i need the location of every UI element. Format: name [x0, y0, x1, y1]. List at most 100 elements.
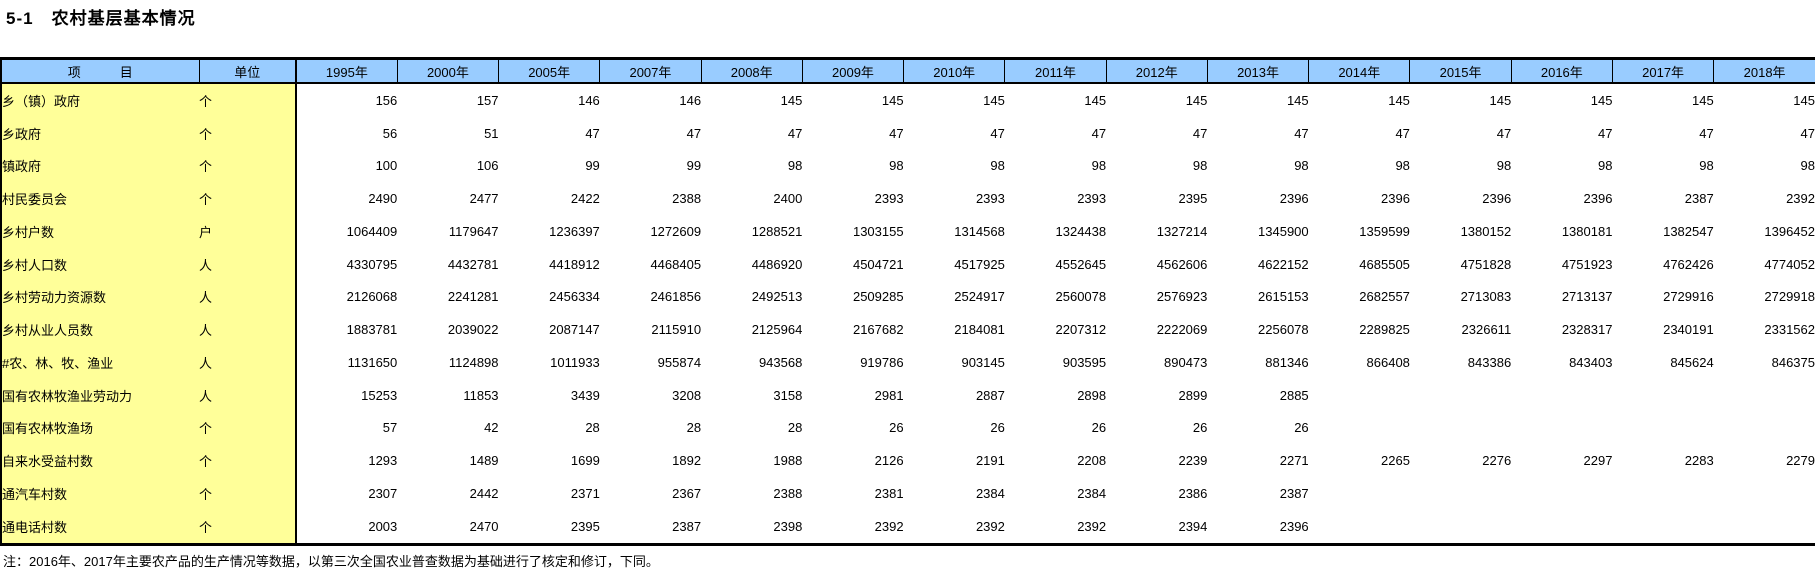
data-cell: 2885 — [1279, 387, 1309, 403]
data-cell: 2395 — [1178, 191, 1208, 207]
data-cell: 156 — [375, 92, 398, 108]
table-row: 乡政府个 56 51 47 47 47 47 47 47 47 47 47 47 47 47 47 — [0, 116, 1815, 150]
row-label: 乡村户数 — [0, 215, 199, 248]
data-cell: 47 — [1496, 125, 1512, 141]
data-cell: 881346 — [1265, 354, 1309, 370]
data-cell: 145 — [1286, 92, 1309, 108]
data-cell: 1380181 — [1561, 223, 1613, 239]
data-cell: 98 — [1192, 158, 1208, 174]
data-cell — [1714, 412, 1815, 445]
data-cell: 2396 — [1207, 509, 1309, 546]
col-header-year: 2018年 — [1713, 57, 1815, 84]
data-cell: 4486920 — [751, 256, 803, 272]
data-cell: 98 — [990, 158, 1005, 174]
data-cell: 2400 — [773, 191, 803, 207]
data-cell: 146 — [578, 92, 600, 108]
data-cell: 2388 — [672, 191, 702, 207]
data-cell: 2682557 — [1359, 289, 1410, 305]
table-row: 通汽车村数个 2307 2442 2371 2367 2388 2381 2384 2384 23… — [0, 477, 1815, 510]
row-label: 通汽车村数 — [0, 477, 199, 510]
col-header-year: 2015年 — [1409, 57, 1512, 84]
data-cell: 2331562 — [1764, 322, 1815, 338]
data-cell: 1064409 — [346, 223, 398, 239]
row-label: 村民委员会 — [0, 182, 199, 215]
row-label: #农、林、牧、渔业 — [0, 346, 199, 379]
data-cell: 106 — [476, 158, 499, 174]
data-cell: 4504721 — [852, 256, 904, 272]
data-cell: 2289825 — [1359, 322, 1410, 338]
data-cell: 943568 — [758, 354, 803, 370]
data-cell: 2387 — [599, 509, 702, 546]
data-cell: 47 — [787, 125, 803, 141]
data-cell: 2241281 — [447, 289, 499, 305]
data-cell: 4552645 — [1055, 256, 1107, 272]
data-cell: 47 — [585, 125, 600, 141]
data-cell — [1612, 412, 1713, 445]
row-unit: 个 — [199, 444, 297, 477]
row-label: 乡村从业人员数 — [0, 313, 199, 346]
table-row: 村民委员会个 2490 2477 2422 2388 2400 2393 2393 2393 23… — [0, 182, 1815, 215]
data-cell: 4685505 — [1359, 256, 1410, 272]
data-cell: 51 — [484, 125, 499, 141]
table-row: 乡村人口数人 4330795 4432781 4418912 4468405 448692… — [0, 247, 1815, 281]
data-cell: 1396452 — [1764, 223, 1815, 239]
data-cell: 1314568 — [954, 223, 1005, 239]
data-cell: 903595 — [1062, 354, 1107, 370]
data-cell: 2326611 — [1461, 322, 1512, 338]
data-cell: 145 — [1489, 92, 1512, 108]
data-cell: 2386 — [1178, 485, 1208, 501]
row-unit: 户 — [199, 215, 297, 248]
data-cell: 1179647 — [448, 223, 499, 239]
data-cell: 2283 — [1684, 453, 1714, 469]
data-cell: 845624 — [1670, 354, 1714, 370]
data-cell: 2392 — [1786, 191, 1815, 207]
data-cell: 2388 — [773, 485, 803, 501]
data-cell: 2396 — [1482, 191, 1512, 207]
data-cell: 2729916 — [1663, 289, 1714, 305]
data-cell — [1409, 509, 1512, 546]
data-cell: 145 — [1185, 92, 1208, 108]
data-cell: 2340191 — [1663, 322, 1714, 338]
data-cell: 4562606 — [1156, 256, 1208, 272]
data-cell: 2396 — [1381, 191, 1410, 207]
col-header-year: 2011年 — [1004, 57, 1107, 84]
row-unit: 人 — [199, 247, 297, 281]
data-cell: 1892 — [672, 453, 702, 469]
table-row: 乡村劳动力资源数人 2126068 2241281 2456334 2461856 249… — [0, 280, 1815, 314]
data-cell: 47 — [1800, 125, 1815, 141]
data-cell: 2039022 — [447, 322, 499, 338]
col-header-year: 2017年 — [1612, 57, 1715, 84]
data-cell — [1410, 477, 1511, 510]
row-unit: 个 — [199, 116, 297, 150]
data-cell: 47 — [1597, 125, 1613, 141]
row-label: 乡村人口数 — [0, 247, 199, 281]
table-header-row: 项 目 单位 1995年 2000年 2005年 2007年 2008年 2009年 201… — [0, 57, 1815, 84]
data-cell — [1511, 477, 1612, 510]
data-cell: 28 — [787, 420, 803, 436]
data-cell: 47 — [990, 125, 1005, 141]
data-cell: 4762426 — [1663, 256, 1714, 272]
data-cell: 145 — [1084, 92, 1107, 108]
data-cell: 2256078 — [1258, 322, 1309, 338]
col-header-year: 2010年 — [903, 57, 1006, 84]
data-cell: 47 — [686, 125, 702, 141]
data-cell: 1011933 — [550, 354, 600, 370]
data-cell: 2271 — [1279, 453, 1309, 469]
table-row: 乡村户数户 1064409 1179647 1236397 1272609 1288521… — [0, 215, 1815, 248]
col-header-year: 2016年 — [1511, 57, 1613, 84]
data-cell: 2208 — [1077, 453, 1107, 469]
page-title: 5-1 农村基层基本情况 — [6, 9, 196, 28]
data-cell: 98 — [1800, 158, 1815, 174]
data-cell: 2191 — [975, 453, 1005, 469]
data-cell: 145 — [1388, 92, 1410, 108]
data-cell — [1612, 379, 1713, 412]
table-row: 乡（镇）政府个 156 157 146 146 145 145 145 145 145 145 145… — [0, 83, 1815, 117]
data-cell: 28 — [585, 420, 600, 436]
data-cell: 2393 — [1077, 191, 1107, 207]
data-cell: 2384 — [975, 485, 1005, 501]
data-cell: 99 — [686, 158, 702, 174]
data-cell: 4468405 — [650, 256, 702, 272]
data-cell: 145 — [1692, 92, 1714, 108]
col-header-year: 2000年 — [397, 57, 500, 84]
table-row: 镇政府个 100 106 99 99 98 98 98 98 98 98 98 98 98 98 98 — [0, 149, 1815, 183]
